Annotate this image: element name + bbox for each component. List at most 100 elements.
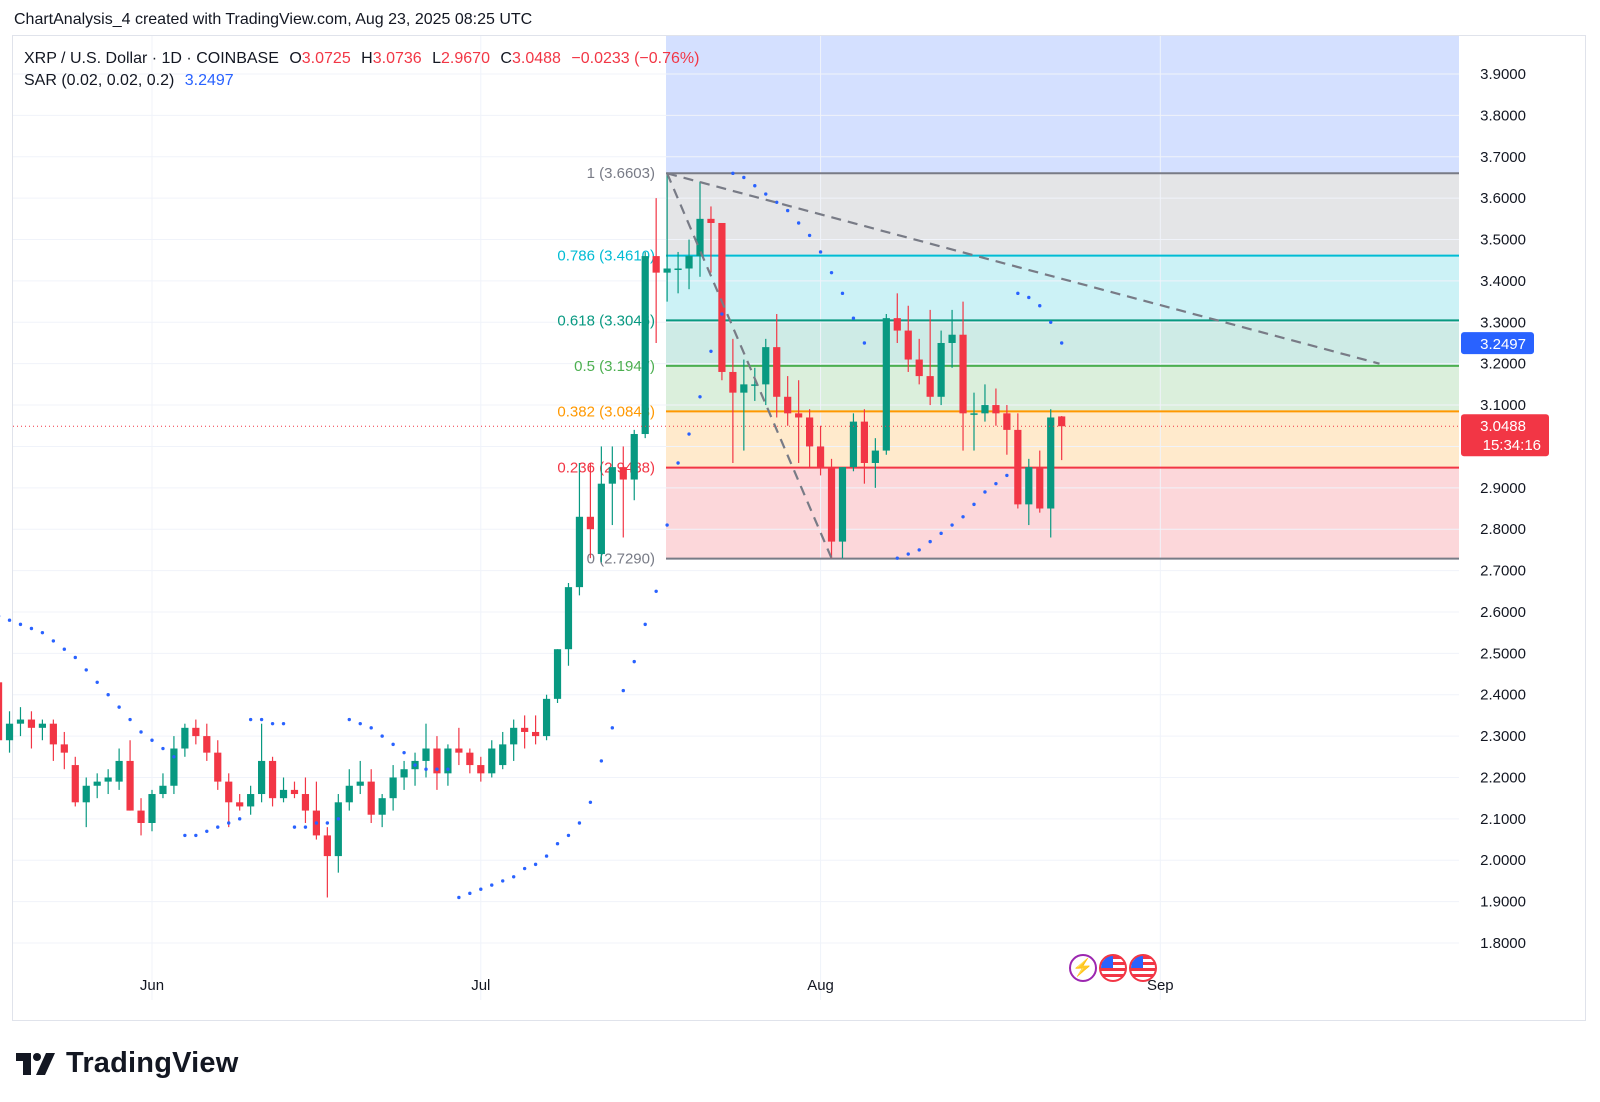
- legend-symbol[interactable]: XRP / U.S. Dollar · 1D · COINBASE: [24, 50, 279, 67]
- candle-body: [827, 467, 836, 542]
- legend-row-sar: SAR (0.02, 0.02, 0.2) 3.2497: [24, 70, 705, 92]
- candle-body: [38, 723, 46, 728]
- sar-dot: [435, 767, 439, 771]
- candle-body: [104, 777, 112, 782]
- candle-body: [795, 413, 803, 418]
- candle-body: [816, 446, 825, 468]
- x-axis-tick-label: Jun: [140, 977, 164, 994]
- sar-dot: [270, 721, 275, 726]
- fib-level-label: 0.236 (2.9488): [557, 460, 655, 477]
- dashed-trendline: [666, 172, 1380, 365]
- sar-dot: [566, 833, 571, 838]
- candle-body: [49, 723, 57, 745]
- sar-dot: [1016, 291, 1020, 296]
- candle-body: [258, 760, 266, 795]
- candle-body: [992, 405, 1000, 414]
- sar-dot: [544, 854, 549, 858]
- sar-dot: [851, 316, 856, 320]
- candle-body: [981, 405, 989, 414]
- sar-dot: [796, 221, 801, 225]
- candle-body: [784, 396, 792, 414]
- y-axis-tick-label: 3.9000: [1480, 66, 1526, 83]
- y-axis-tick-label: 2.6000: [1480, 604, 1526, 621]
- sar-dot: [73, 655, 77, 660]
- sar-dot: [621, 688, 625, 693]
- candle-body: [466, 752, 474, 766]
- candle-body: [236, 802, 244, 807]
- candle-body: [444, 748, 452, 774]
- candle-body: [871, 450, 879, 463]
- candle-body: [356, 781, 364, 786]
- candle-body: [948, 334, 956, 343]
- candle-body: [751, 384, 759, 386]
- sar-price-tag-label: 3.2497: [1480, 336, 1526, 353]
- candle-body: [707, 218, 715, 223]
- sar-dot: [731, 171, 735, 176]
- candle-body: [1025, 467, 1033, 505]
- sar-dot: [807, 233, 812, 238]
- sar-indicator-label[interactable]: SAR (0.02, 0.02, 0.2): [24, 72, 175, 89]
- lightning-event-icon[interactable]: ⚡: [1069, 954, 1097, 982]
- sar-dot: [785, 208, 790, 213]
- fib-level-label: 0.382 (3.0848): [557, 403, 655, 420]
- us-flag-event-icon[interactable]: [1129, 954, 1157, 982]
- tradingview-logo-icon: [16, 1052, 55, 1075]
- sar-dot: [347, 717, 351, 722]
- legend-high: H3.0736: [361, 50, 422, 67]
- sar-dot: [380, 734, 384, 738]
- y-axis-tick-label: 3.7000: [1480, 149, 1526, 166]
- candle-body: [904, 330, 912, 360]
- sar-dot: [62, 647, 67, 651]
- sar-dot: [490, 883, 494, 887]
- candle-body: [597, 483, 605, 555]
- sar-dot: [161, 746, 165, 751]
- candle-body: [1014, 429, 1022, 505]
- sar-dot: [917, 548, 921, 552]
- candle-body: [247, 794, 255, 807]
- fib-level-label: 0.5 (3.1947): [574, 358, 655, 375]
- sar-dot: [358, 721, 362, 726]
- sar-dot: [983, 490, 987, 494]
- y-axis-tick-label: 2.9000: [1480, 480, 1526, 497]
- sar-dot: [577, 821, 582, 825]
- sar-dot: [413, 763, 417, 767]
- y-axis-tick-label: 3.8000: [1480, 107, 1526, 124]
- candle-body: [608, 467, 616, 484]
- sar-dot: [1049, 320, 1053, 324]
- sar-dot: [939, 531, 943, 536]
- candle-body: [71, 765, 79, 803]
- y-axis-tick-label: 3.4000: [1480, 273, 1526, 290]
- candle-body: [1003, 413, 1011, 430]
- sar-dot: [117, 705, 121, 709]
- candle-body: [959, 334, 967, 414]
- y-axis-tick-label: 2.0000: [1480, 852, 1526, 869]
- sar-dot: [468, 891, 472, 896]
- sar-dot: [632, 659, 636, 664]
- fib-extension-zone: [666, 36, 1459, 174]
- sar-dot: [7, 618, 12, 622]
- sar-dot: [654, 589, 658, 593]
- sar-price-tag: [1461, 332, 1534, 355]
- candle-body: [159, 785, 167, 795]
- candle-body: [499, 744, 507, 766]
- sar-dot: [150, 738, 154, 742]
- sar-dot: [555, 841, 560, 846]
- candle-body: [806, 417, 814, 447]
- candle-body: [553, 649, 562, 699]
- sar-dot: [961, 515, 965, 519]
- candle-body: [334, 802, 342, 857]
- candle-body: [323, 835, 331, 857]
- fib-zone: [666, 467, 1459, 559]
- candle-body: [521, 727, 529, 732]
- us-flag-event-icon[interactable]: [1099, 954, 1127, 982]
- sar-dot: [314, 821, 319, 825]
- candle-body: [148, 794, 156, 823]
- candle-body: [378, 798, 386, 815]
- sar-dot: [227, 821, 231, 825]
- candle-body: [586, 516, 594, 530]
- candle-body: [455, 748, 463, 753]
- sar-dot: [720, 312, 724, 316]
- candle-body: [575, 516, 584, 588]
- tradingview-logo[interactable]: TradingView: [16, 1047, 239, 1080]
